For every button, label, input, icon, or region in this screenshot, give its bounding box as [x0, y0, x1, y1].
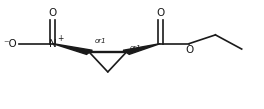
Text: O: O [185, 45, 193, 55]
Text: N: N [49, 39, 56, 49]
Text: or1: or1 [95, 38, 106, 44]
Text: or1: or1 [129, 45, 141, 51]
Polygon shape [123, 44, 160, 54]
Text: +: + [57, 34, 64, 43]
Text: O: O [49, 8, 57, 18]
Text: ⁻O: ⁻O [3, 39, 17, 49]
Polygon shape [53, 44, 92, 54]
Text: O: O [156, 8, 164, 18]
